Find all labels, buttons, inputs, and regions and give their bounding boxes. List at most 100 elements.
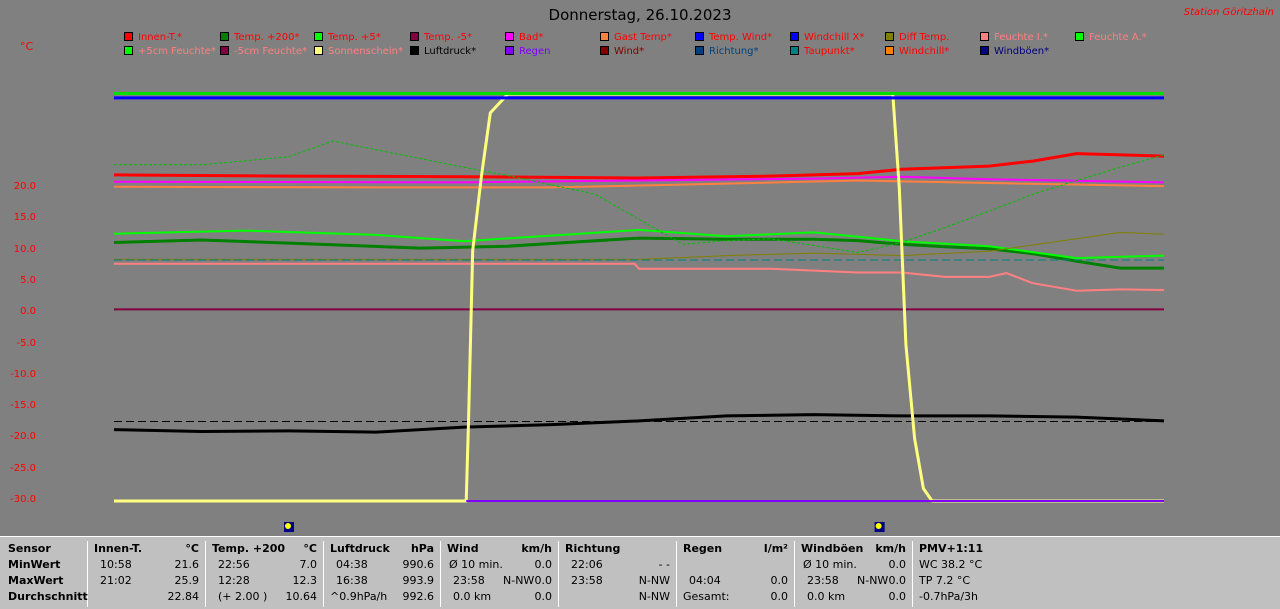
stats-richtung-head: Richtung (565, 542, 621, 555)
y-tick-label: -20.0 (10, 431, 36, 443)
legend-swatch (980, 32, 989, 41)
stats-regen-column: Regen l/m² 04:04 0.0 Gesamt: 0.0 (677, 541, 795, 607)
legend-swatch (505, 32, 514, 41)
stats-luftdruck-value: 992.6 (402, 590, 435, 603)
stats-innen-column: Innen-T. °C 10:58 21.6 21:02 25.9 22.84 (88, 541, 206, 607)
chart-area: Donnerstag, 26.10.2023 Station Göritzhai… (10, 6, 1274, 532)
legend-label: Temp. Wind* (709, 32, 773, 43)
stats-richtung-time: 23:58 (571, 574, 603, 587)
legend-label: Feuchte A.* (1089, 32, 1147, 43)
legend-label: Temp. -5* (424, 32, 472, 43)
legend-swatch (600, 46, 609, 55)
series-line (114, 231, 1165, 260)
legend-label: +5cm Feuchte* (138, 46, 216, 57)
stats-luftdruck-value: 990.6 (402, 558, 435, 571)
stats-richtung-value: - - (658, 558, 670, 571)
stats-luftdruck-head: Luftdruck (330, 542, 390, 555)
stats-luftdruck-value: 993.9 (402, 574, 435, 587)
stats-luftdruck-trend: ^0.9hPa/h (330, 590, 388, 603)
series-line (113, 179, 1165, 189)
stats-luftdruck-time: 16:38 (336, 574, 368, 587)
stats-windboeen-value: 0.0 (888, 574, 907, 587)
legend-label: Diff Temp. (899, 32, 950, 43)
stats-temp200-head: Temp. +200 (212, 542, 286, 555)
legend-label: Sonnenschein* (328, 46, 403, 57)
stats-temp200-time: 22:56 (218, 558, 250, 571)
stats-windboeen-value: 0.0 (888, 558, 907, 571)
legend-swatch (314, 46, 323, 55)
stats-wind-unit: km/h (521, 542, 552, 555)
station-name: Station Göritzhain (1183, 7, 1274, 18)
y-tick-label: 10.0 (13, 243, 36, 255)
stats-innen-time: 21:02 (100, 574, 132, 587)
y-tick-label: -25.0 (10, 462, 36, 474)
stats-regen-head: Regen (683, 542, 723, 555)
stats-luftdruck-column: Luftdruck hPa 04:38 990.6 16:38 993.9 ^0.9h… (324, 541, 441, 607)
stats-innen-value: 25.9 (174, 574, 200, 587)
legend-swatch (980, 46, 989, 55)
stats-wind-dir: N-NW (503, 574, 535, 587)
y-tick-label: -15.0 (10, 400, 36, 412)
stats-pmv-value: -0.7hPa/3h (919, 590, 978, 603)
legend-label: Windchill* (899, 46, 950, 57)
series-line (114, 92, 1164, 503)
stats-pmv-value: WC 38.2 °C (919, 558, 983, 571)
legend-label: Gast Temp* (614, 32, 672, 43)
stats-row-label: Durchschnitt (8, 590, 88, 603)
stats-windboeen-unit: km/h (875, 542, 906, 555)
stats-wind-value: 0.0 (534, 590, 553, 603)
stats-innen-unit: °C (185, 542, 199, 555)
stats-pmv-head: PMV+1:11 (919, 542, 984, 555)
stats-sensor-head: Sensor (8, 542, 51, 555)
legend-swatch (885, 32, 894, 41)
stats-richtung-column: Richtung 22:06 - - 23:58 N-NW N-NW (559, 541, 677, 607)
stats-regen-unit: l/m² (763, 542, 788, 555)
y-tick-label: 0.0 (20, 306, 36, 318)
legend-swatch (410, 32, 419, 41)
stats-temp200-value: 12.3 (292, 574, 318, 587)
legend-swatch (885, 46, 894, 55)
series-line (114, 262, 1165, 292)
stats-temp200-time: 12:28 (218, 574, 250, 587)
stats-windboeen-value: 0.0 (888, 590, 907, 603)
stats-windboeen-head: Windböen (801, 542, 864, 555)
stats-row-label: MinWert (8, 558, 61, 571)
stats-windboeen-label: Ø 10 min. (803, 558, 857, 571)
legend-label: Wind* (614, 46, 645, 57)
stats-windboeen-distance: 0.0 km (807, 590, 846, 603)
stats-wind-column: Wind km/h Ø 10 min. 0.0 23:58 N-NW 0.0 0.0 k… (441, 541, 559, 607)
legend-swatch (314, 32, 323, 41)
legend-label: Windböen* (994, 46, 1050, 57)
legend-swatch (790, 32, 799, 41)
stats-luftdruck-unit: hPa (410, 542, 434, 555)
stats-regen-total-label: Gesamt: (683, 590, 730, 603)
stats-sensor-column: Sensor MinWert MaxWert Durchschnitt (0, 541, 88, 607)
stats-temp200-column: Temp. +200 °C 22:56 7.0 12:28 12.3 (+ 2.00 … (206, 541, 324, 607)
stats-windboeen-time: 23:58 (807, 574, 839, 587)
legend-swatch (695, 32, 704, 41)
line-chart (113, 92, 1165, 532)
legend-swatch (1075, 32, 1084, 41)
legend-swatch (220, 32, 229, 41)
series-line (114, 140, 1165, 253)
y-tick-label: 15.0 (13, 212, 36, 224)
legend-swatch (124, 32, 133, 41)
y-tick-label: -30.0 (10, 494, 36, 505)
legend-swatch (505, 46, 514, 55)
stats-regen-value: 0.0 (770, 590, 789, 603)
stats-innen-head: Innen-T. (94, 542, 143, 555)
series-line (113, 413, 1165, 434)
y-tick-label: -5.0 (16, 337, 36, 349)
stats-wind-value: 0.0 (534, 558, 553, 571)
stats-richtung-value: N-NW (638, 574, 670, 587)
stats-temp200-value: 7.0 (299, 558, 318, 571)
y-unit-label: °C (20, 40, 34, 53)
legend-label: Taupunkt* (804, 46, 855, 57)
stats-wind-label: Ø 10 min. (449, 558, 503, 571)
sun-marker-icon (284, 522, 294, 532)
stats-innen-value: 22.84 (167, 590, 200, 603)
stats-pmv-value: TP 7.2 °C (919, 574, 971, 587)
legend-label: Temp. +200* (234, 32, 300, 43)
stats-wind-value: 0.0 (534, 574, 553, 587)
series-line (113, 152, 1165, 180)
